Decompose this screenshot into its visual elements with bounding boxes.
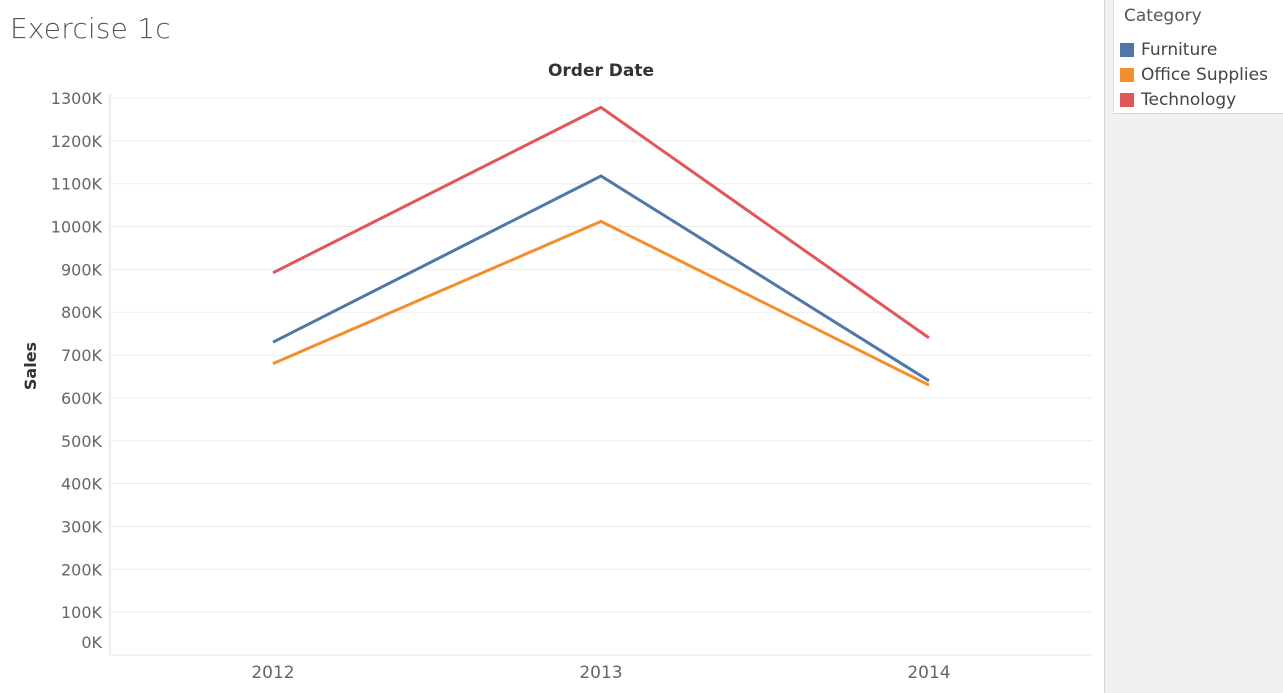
legend-label: Office Supplies [1141,65,1268,85]
y-tick-label: 200K [61,560,103,579]
legend-swatch [1120,68,1134,82]
legend: Category Furniture Office Supplies Techn… [1113,0,1283,114]
y-tick-label: 0K [81,633,102,652]
y-tick-label: 600K [61,389,103,408]
series-line-office-supplies[interactable] [272,219,930,387]
series-lines [272,105,930,387]
y-tick-label: 1100K [51,175,103,194]
y-tick-label: 400K [61,475,103,494]
legend-title: Category [1124,6,1202,26]
page-title: Exercise 1c [10,12,171,45]
y-axis-label: Sales [21,342,40,390]
y-tick-label: 1300K [51,89,103,108]
legend-swatch [1120,43,1134,57]
series-line-furniture[interactable] [272,174,930,383]
gridlines [110,97,1092,613]
line-chart: Order Date Sales 0K 100K 200K 300K 400K 500K 6… [21,61,1092,683]
y-tick-label: 800K [61,303,103,322]
sidebar: Category Furniture Office Supplies Techn… [1104,0,1283,693]
series-line-technology[interactable] [272,105,930,340]
y-tick-label: 1200K [51,132,103,151]
y-tick-label: 900K [61,260,103,279]
legend-item-technology[interactable]: Technology [1120,89,1236,111]
legend-label: Technology [1141,90,1237,110]
y-tick-label: 100K [61,603,103,622]
x-tick-label: 2014 [907,663,950,683]
x-tick-label: 2012 [251,663,294,683]
y-tick-label: 1000K [51,218,103,237]
legend-label: Furniture [1141,40,1218,60]
chart-area: Order Date Sales 0K 100K 200K 300K 400K 500K 6… [21,61,1092,683]
x-tick-label: 2013 [579,663,622,683]
y-tick-label: 700K [61,346,103,365]
chart-title: Order Date [548,61,654,81]
legend-item-office-supplies[interactable]: Office Supplies [1120,64,1268,86]
axes: 0K 100K 200K 300K 400K 500K 600K 700K 800K 900K 10… [51,89,1092,683]
y-tick-label: 500K [61,432,103,451]
y-tick-label: 300K [61,517,103,536]
legend-item-furniture[interactable]: Furniture [1120,39,1217,61]
legend-swatch [1120,93,1134,107]
